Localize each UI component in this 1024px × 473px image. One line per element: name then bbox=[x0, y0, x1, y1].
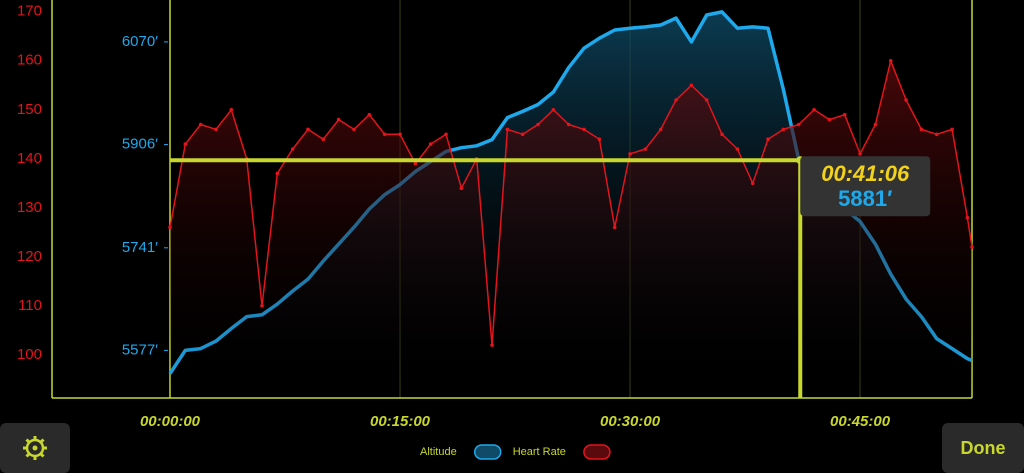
point bbox=[505, 127, 510, 132]
y-tick-label: 130 bbox=[17, 199, 42, 216]
point bbox=[689, 83, 694, 88]
settings-button[interactable] bbox=[0, 423, 70, 473]
point bbox=[950, 127, 954, 132]
point bbox=[551, 107, 556, 112]
point bbox=[214, 127, 218, 132]
point bbox=[612, 225, 617, 230]
point bbox=[367, 112, 372, 117]
point bbox=[643, 147, 648, 151]
y2-tick-label: 6070′ bbox=[122, 33, 158, 50]
point bbox=[873, 122, 878, 127]
y-tick-label: 150 bbox=[17, 101, 42, 118]
point bbox=[428, 142, 433, 146]
point bbox=[566, 122, 571, 127]
point bbox=[290, 147, 295, 151]
point bbox=[904, 98, 908, 102]
area bbox=[170, 60, 972, 399]
y-tick-label: 160 bbox=[17, 52, 42, 69]
legend-swatch bbox=[583, 444, 611, 460]
legend-label: Altitude bbox=[420, 446, 457, 458]
point bbox=[674, 98, 678, 102]
point bbox=[229, 107, 234, 112]
tooltip-altitude: 5881′ bbox=[838, 186, 892, 211]
point bbox=[520, 132, 525, 137]
legend-label: Heart Rate bbox=[513, 446, 566, 458]
point bbox=[321, 137, 326, 142]
point bbox=[628, 152, 632, 156]
point bbox=[658, 127, 663, 132]
tooltip-time: 00:41:06 bbox=[821, 161, 910, 186]
point bbox=[858, 152, 862, 156]
point bbox=[352, 127, 356, 132]
y-tick-label: 170 bbox=[17, 3, 42, 20]
y-tick-label: 120 bbox=[17, 248, 42, 265]
point bbox=[597, 137, 602, 142]
point bbox=[750, 181, 755, 186]
gear-icon bbox=[23, 436, 47, 460]
y2-tick-label: 5906′ bbox=[122, 136, 158, 153]
point bbox=[183, 142, 188, 146]
point bbox=[398, 132, 402, 137]
point bbox=[704, 98, 709, 102]
tooltip bbox=[800, 156, 931, 217]
y2-tick-label: 5741′ bbox=[122, 239, 158, 256]
point bbox=[198, 122, 203, 127]
point bbox=[413, 161, 418, 166]
point bbox=[168, 225, 172, 230]
point bbox=[490, 343, 494, 347]
y2-tick-label: 5577′ bbox=[122, 341, 158, 358]
point bbox=[970, 245, 974, 249]
y-tick-label: 100 bbox=[17, 346, 42, 363]
point bbox=[382, 132, 387, 137]
y-tick-label: 110 bbox=[18, 297, 42, 314]
point bbox=[827, 117, 832, 122]
point bbox=[965, 215, 970, 220]
point bbox=[919, 127, 924, 132]
point bbox=[888, 58, 893, 63]
x-tick-label: 00:00:00 bbox=[140, 413, 201, 430]
point bbox=[766, 137, 770, 142]
point bbox=[275, 171, 280, 176]
point bbox=[781, 127, 786, 132]
x-tick-label: 00:30:00 bbox=[600, 413, 661, 430]
point bbox=[842, 112, 847, 117]
point bbox=[796, 122, 801, 127]
legend-swatch bbox=[473, 444, 502, 460]
y-tick-label: 140 bbox=[17, 150, 42, 167]
point bbox=[306, 127, 310, 132]
x-tick-label: 00:45:00 bbox=[830, 413, 891, 430]
point bbox=[735, 147, 740, 151]
line bbox=[169, 60, 973, 346]
point bbox=[536, 122, 540, 127]
point bbox=[812, 107, 816, 112]
point bbox=[336, 117, 341, 122]
point bbox=[444, 132, 448, 137]
point bbox=[720, 132, 724, 137]
done-button[interactable]: Done bbox=[942, 423, 1024, 473]
point bbox=[260, 304, 264, 308]
x-tick-label: 00:15:00 bbox=[370, 413, 431, 430]
point bbox=[934, 132, 939, 137]
point bbox=[459, 186, 464, 191]
point bbox=[582, 127, 586, 132]
